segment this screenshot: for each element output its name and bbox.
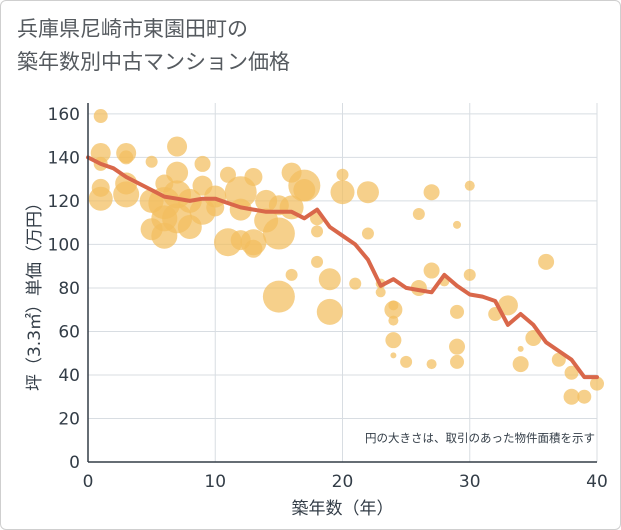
data-bubble xyxy=(388,315,399,326)
chart-title: 兵庫県尼崎市東園田町の 築年数別中古マンション価格 xyxy=(17,13,290,79)
data-bubble xyxy=(167,136,188,157)
data-bubble xyxy=(525,329,542,346)
data-bubble xyxy=(385,332,402,349)
data-bubble xyxy=(453,220,462,229)
y-tick-label: 0 xyxy=(69,453,80,473)
data-bubble xyxy=(93,109,108,124)
data-bubble xyxy=(262,217,295,250)
data-bubble xyxy=(361,227,374,240)
data-bubble xyxy=(517,345,524,352)
y-tick-label: 40 xyxy=(58,366,80,386)
data-bubble xyxy=(119,150,134,165)
data-bubble xyxy=(400,355,413,368)
y-tick-label: 140 xyxy=(48,148,80,168)
data-bubble xyxy=(90,143,111,164)
x-tick-label: 0 xyxy=(83,472,94,492)
data-bubble xyxy=(412,207,425,220)
data-bubble xyxy=(449,338,466,355)
data-bubble xyxy=(512,356,529,373)
y-tick-label: 60 xyxy=(58,322,80,342)
data-bubble xyxy=(426,359,437,370)
data-bubble xyxy=(311,255,324,268)
data-bubble xyxy=(538,253,555,270)
y-tick-label: 100 xyxy=(48,235,80,255)
y-tick-label: 20 xyxy=(58,409,80,429)
data-bubble xyxy=(356,181,379,204)
data-bubble xyxy=(262,280,295,313)
y-tick-label: 160 xyxy=(48,105,80,125)
data-bubble xyxy=(563,388,580,405)
x-axis-label: 築年数（年） xyxy=(292,499,394,519)
data-bubble xyxy=(564,365,579,380)
data-bubble xyxy=(194,155,211,172)
data-bubble xyxy=(318,268,341,291)
data-bubble xyxy=(463,268,476,281)
data-bubble xyxy=(316,298,343,325)
data-bubble xyxy=(390,352,397,359)
data-bubble xyxy=(423,184,440,201)
data-bubble xyxy=(551,352,566,367)
data-bubble xyxy=(244,167,263,186)
x-tick-label: 30 xyxy=(459,472,481,492)
data-bubble xyxy=(375,287,386,298)
data-bubble xyxy=(145,155,158,168)
data-bubble xyxy=(88,186,113,211)
data-bubble xyxy=(384,300,403,319)
data-bubble xyxy=(293,179,316,202)
data-bubble xyxy=(423,262,440,279)
data-bubble xyxy=(206,198,225,217)
data-bubble xyxy=(166,161,189,184)
chart-title-line-1: 兵庫県尼崎市東園田町の xyxy=(17,17,248,41)
bubble-size-note: 円の大きさは、取引のあった物件面積を示す xyxy=(365,431,595,445)
data-bubble xyxy=(577,389,592,404)
x-tick-label: 10 xyxy=(204,472,226,492)
data-bubble xyxy=(497,295,518,316)
data-bubble xyxy=(450,354,465,369)
data-bubble xyxy=(330,180,355,205)
x-tick-label: 40 xyxy=(586,472,608,492)
data-bubble xyxy=(336,168,349,181)
data-bubble xyxy=(285,268,298,281)
y-axis-label: 坪（3.3㎡）単価（万円） xyxy=(25,194,45,391)
data-bubble xyxy=(244,239,263,258)
data-bubble xyxy=(113,181,140,208)
data-bubble xyxy=(590,376,604,391)
x-tick-label: 20 xyxy=(332,472,354,492)
y-tick-label: 80 xyxy=(58,279,80,299)
data-bubble xyxy=(349,277,362,290)
y-tick-label: 120 xyxy=(48,192,80,212)
data-bubble xyxy=(450,304,465,319)
average-price-line xyxy=(86,155,599,380)
chart-title-line-2: 築年数別中古マンション価格 xyxy=(17,50,290,74)
data-bubble xyxy=(464,180,475,191)
data-bubble xyxy=(311,225,324,238)
